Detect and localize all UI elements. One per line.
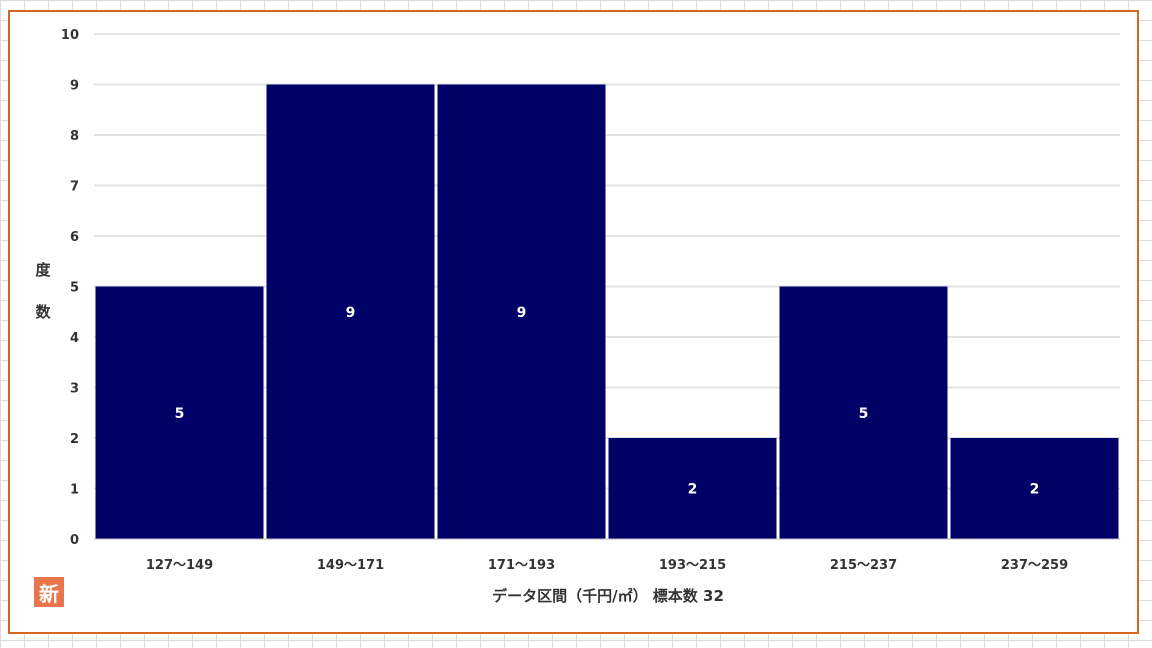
y-tick-label: 5 xyxy=(70,281,79,296)
bar-value-label: 9 xyxy=(517,305,527,321)
x-tick-label: 215～237 xyxy=(830,558,897,573)
y-tick-label: 2 xyxy=(70,432,79,447)
y-tick-label: 4 xyxy=(70,331,79,346)
x-tick-label: 149～171 xyxy=(317,558,384,573)
x-axis-ticks: 127～149 149～171 171～193 193～215 215～237 237～2… xyxy=(146,558,1068,573)
y-tick-label: 10 xyxy=(61,28,79,43)
x-tick-label: 237～259 xyxy=(1001,558,1068,573)
y-axis-title-char-1: 度 xyxy=(35,261,51,279)
bar-4 xyxy=(608,438,777,539)
bar-value-label: 5 xyxy=(175,406,185,422)
x-tick-label: 193～215 xyxy=(659,558,726,573)
new-badge-icon: 新 xyxy=(34,577,64,607)
bar-1 xyxy=(95,286,264,539)
data-labels: 5 9 9 2 5 2 xyxy=(175,305,1040,498)
y-tick-label: 1 xyxy=(70,483,79,498)
gridlines xyxy=(94,33,1120,490)
x-axis-title: データ区間（千円/㎡） 標本数 32 xyxy=(492,587,724,605)
y-tick-label: 7 xyxy=(70,180,79,195)
bar-value-label: 9 xyxy=(346,305,356,321)
y-tick-label: 6 xyxy=(70,230,79,245)
bar-3 xyxy=(437,84,606,539)
bar-value-label: 5 xyxy=(859,406,869,422)
y-axis-title-char-2: 数 xyxy=(35,303,51,321)
bar-6 xyxy=(950,438,1119,539)
y-tick-label: 3 xyxy=(70,382,79,397)
bars xyxy=(95,84,1119,539)
y-tick-label: 0 xyxy=(70,533,79,548)
bar-2 xyxy=(266,84,435,539)
x-tick-label: 127～149 xyxy=(146,558,213,573)
y-tick-label: 8 xyxy=(70,129,79,144)
x-tick-label: 171～193 xyxy=(488,558,555,573)
y-tick-label: 9 xyxy=(70,79,79,94)
bar-5 xyxy=(779,286,948,539)
bar-value-label: 2 xyxy=(688,482,698,498)
bar-value-label: 2 xyxy=(1030,482,1040,498)
y-axis-ticks: 0 1 2 3 4 5 6 7 8 9 10 xyxy=(61,28,79,548)
